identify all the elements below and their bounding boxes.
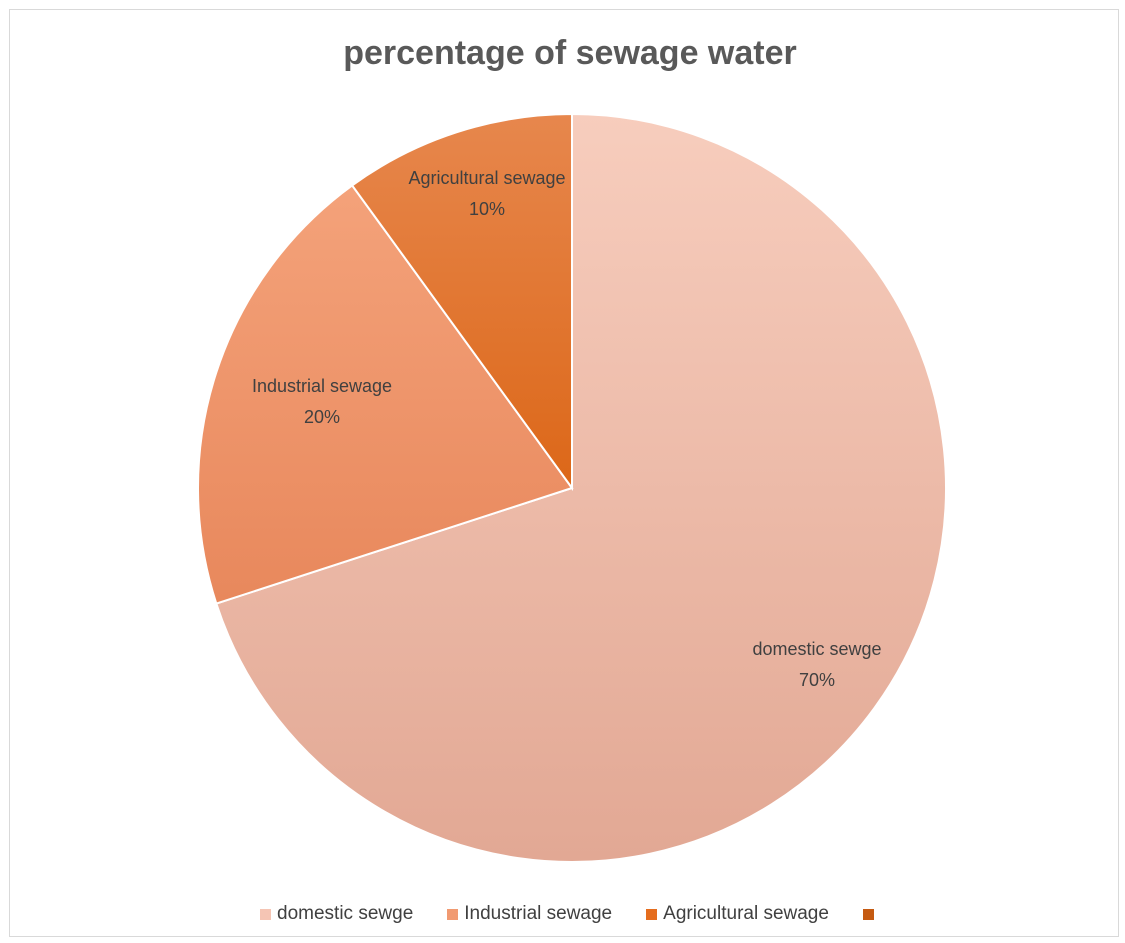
legend-label: Industrial sewage [464,903,613,924]
chart-frame [9,9,1119,937]
chart-legend: domestic sewge Industrial sewage Agricultu… [0,903,1125,925]
slice-label-value: 10% [469,199,505,219]
slice-label-name: domestic sewge [752,639,881,659]
chart-title: percentage of sewage water [343,34,797,72]
legend-item: Agricultural sewage [646,903,829,925]
slice-label-name: Agricultural sewage [408,168,565,188]
slice-label-value: 70% [799,670,835,690]
legend-item [862,903,880,925]
legend-swatch [260,908,272,920]
pie-slice-industrial-sewage [197,184,574,605]
legend-label: Agricultural sewage [663,903,829,924]
legend-swatch [646,908,658,920]
pie-slice-agricultural-sewage [350,112,573,492]
pie-slice-domestic-sewge [215,112,947,863]
legend-item: Industrial sewage [447,903,612,925]
legend-label: domestic sewge [277,903,414,924]
slice-label-name: Industrial sewage [252,376,392,396]
legend-swatch [862,908,874,920]
legend-swatch [447,908,459,920]
slice-label-value: 20% [304,407,340,427]
legend-item: domestic sewge [260,903,413,925]
